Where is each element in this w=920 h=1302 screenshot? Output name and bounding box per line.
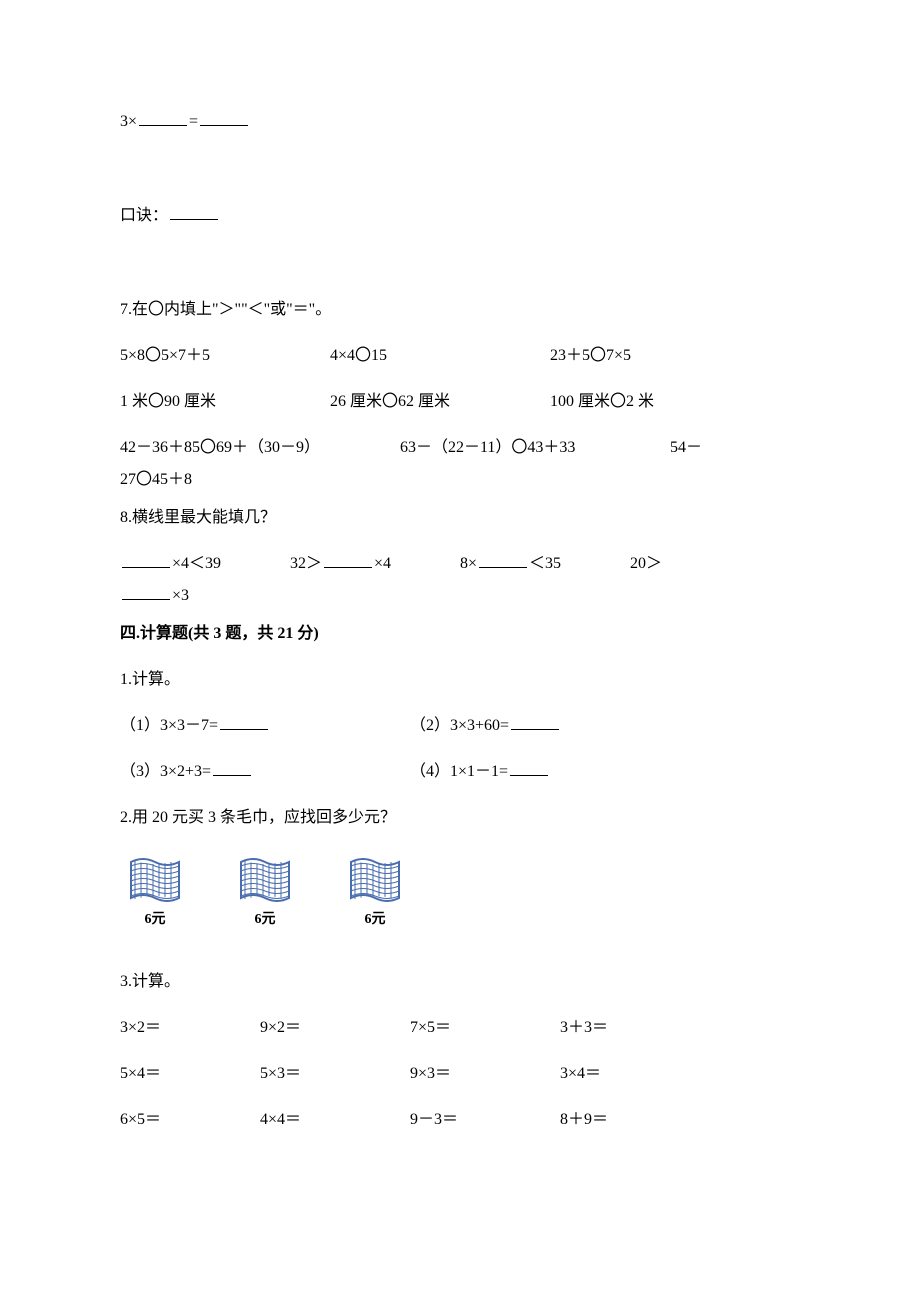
s4-q3-cell: 3×4＝ [560, 1062, 680, 1086]
s4-q3-title: 3.计算。 [120, 970, 800, 994]
q7-r2-c1: 1 米〇90 厘米 [120, 390, 330, 414]
q8-part4: 20＞ [630, 552, 662, 576]
q6-koujue-label: 口诀： [120, 207, 168, 224]
q8-blank-1[interactable] [122, 553, 170, 568]
s4-q3-cell: 4×4＝ [260, 1108, 410, 1132]
q7-r3-a: 42－36＋85〇69＋（30－9） [120, 436, 400, 460]
q8-blank-3[interactable] [479, 553, 527, 568]
q8-p4-label: 20＞ [630, 555, 662, 572]
q6-koujue-blank[interactable] [170, 205, 218, 220]
towel-item: 6元 [340, 852, 410, 930]
s4-q1-item3: （3）3×2+3= [120, 760, 410, 784]
q6-equals: = [189, 113, 198, 130]
q7-row3-line1: 42－36＋85〇69＋（30－9） 63－（22－11）〇43＋33 54－ [120, 436, 800, 460]
q8-p3-prefix: 8× [460, 555, 477, 572]
q8-part3: 8× ＜35 [460, 552, 630, 576]
q7-r1-c2: 4×4〇15 [330, 344, 550, 368]
q8-blank-4[interactable] [122, 585, 170, 600]
q7-r3-b: 63－（22－11）〇43＋33 [400, 436, 670, 460]
s4-q1-i3-label: （3）3×2+3= [120, 763, 211, 780]
q6-koujue-line: 口诀： [120, 204, 800, 228]
s4-q3-cell: 6×5＝ [120, 1108, 260, 1132]
towel-icon [345, 852, 405, 907]
q8-blank-2[interactable] [324, 553, 372, 568]
q7-row1: 5×8〇5×7＋5 4×4〇15 23＋5〇7×5 [120, 344, 800, 368]
s4-q3-cell: 5×3＝ [260, 1062, 410, 1086]
s4-q1-item2: （2）3×3+60= [410, 714, 561, 738]
s4-q3-grid: 3×2＝9×2＝7×5＝3＋3＝ 5×4＝5×3＝9×3＝3×4＝ 6×5＝4×4＝… [120, 1016, 800, 1132]
q6-blank-1[interactable] [139, 111, 187, 126]
s4-q3-cell: 7×5＝ [410, 1016, 560, 1040]
s4-q3-cell: 8＋9＝ [560, 1108, 680, 1132]
s4-q1-row2: （3）3×2+3= （4）1×1－1= [120, 760, 800, 784]
q8-title: 8.横线里最大能填几？ [120, 506, 800, 530]
q7-row3-line2: 27〇45＋8 [120, 468, 800, 492]
towel-item: 6元 [230, 852, 300, 930]
q7-r3-c: 54－ [670, 436, 702, 460]
q8-p2-prefix: 32＞ [290, 555, 322, 572]
s4-q3-cell: 9×2＝ [260, 1016, 410, 1040]
s4-q1-i3-blank[interactable] [213, 763, 251, 776]
q8-part1: ×4＜39 [120, 552, 290, 576]
q8-part2: 32＞ ×4 [290, 552, 460, 576]
towel-price-label: 6元 [365, 909, 386, 930]
q7-r2-c2: 26 厘米〇62 厘米 [330, 390, 550, 414]
towel-price-label: 6元 [145, 909, 166, 930]
s4-q1-i2-blank[interactable] [511, 715, 559, 730]
s4-q1-i4-label: （4）1×1－1= [410, 763, 508, 780]
q7-row2: 1 米〇90 厘米 26 厘米〇62 厘米 100 厘米〇2 米 [120, 390, 800, 414]
s4-q1-title: 1.计算。 [120, 668, 800, 692]
s4-q1-i2-label: （2）3×3+60= [410, 717, 509, 734]
q8-block: ×4＜39 32＞ ×4 8× ＜35 20＞ ×3 [120, 552, 800, 608]
q7-r2-c3: 100 厘米〇2 米 [550, 390, 750, 414]
s4-q3-cell: 3×2＝ [120, 1016, 260, 1040]
s4-q1-item1: （1）3×3－7= [120, 714, 410, 738]
q6-prefix: 3× [120, 113, 137, 130]
s4-q1-item4: （4）1×1－1= [410, 760, 550, 784]
s4-q3-cell: 9－3＝ [410, 1108, 560, 1132]
s4-q1-i1-blank[interactable] [220, 715, 268, 730]
q8-p5-suffix: ×3 [172, 587, 189, 604]
q6-expression-line: 3× = [120, 110, 800, 134]
s4-q1-row1: （1）3×3－7= （2）3×3+60= [120, 714, 800, 738]
q8-p1-suffix: ×4＜39 [172, 555, 221, 572]
towel-icon [125, 852, 185, 907]
q8-line2: ×3 [120, 584, 800, 608]
q6-blank-2[interactable] [200, 111, 248, 126]
q8-line1: ×4＜39 32＞ ×4 8× ＜35 20＞ [120, 552, 800, 576]
s4-q3-row: 6×5＝4×4＝9－3＝8＋9＝ [120, 1108, 800, 1132]
towel-row: 6元 6元 6元 [120, 852, 800, 930]
s4-q3-cell: 9×3＝ [410, 1062, 560, 1086]
s4-q2-title: 2.用 20 元买 3 条毛巾，应找回多少元？ [120, 806, 800, 830]
q7-title: 7.在〇内填上"＞""＜"或"＝"。 [120, 298, 800, 322]
s4-q1-i1-label: （1）3×3－7= [120, 717, 218, 734]
q8-p3-suffix: ＜35 [529, 555, 561, 572]
towel-item: 6元 [120, 852, 190, 930]
q7-r1-c1: 5×8〇5×7＋5 [120, 344, 330, 368]
s4-q3-row: 3×2＝9×2＝7×5＝3＋3＝ [120, 1016, 800, 1040]
towel-icon [235, 852, 295, 907]
s4-q3-row: 5×4＝5×3＝9×3＝3×4＝ [120, 1062, 800, 1086]
q8-p2-suffix: ×4 [374, 555, 391, 572]
q7-r1-c3: 23＋5〇7×5 [550, 344, 750, 368]
q7-row3-block: 42－36＋85〇69＋（30－9） 63－（22－11）〇43＋33 54－ … [120, 436, 800, 492]
s4-q3-cell: 3＋3＝ [560, 1016, 680, 1040]
towel-price-label: 6元 [255, 909, 276, 930]
section4-heading: 四.计算题(共 3 题，共 21 分) [120, 622, 800, 646]
s4-q3-cell: 5×4＝ [120, 1062, 260, 1086]
page-container: 3× = 口诀： 7.在〇内填上"＞""＜"或"＝"。 5×8〇5×7＋5 4×4… [0, 0, 920, 1302]
s4-q1-i4-blank[interactable] [510, 763, 548, 776]
